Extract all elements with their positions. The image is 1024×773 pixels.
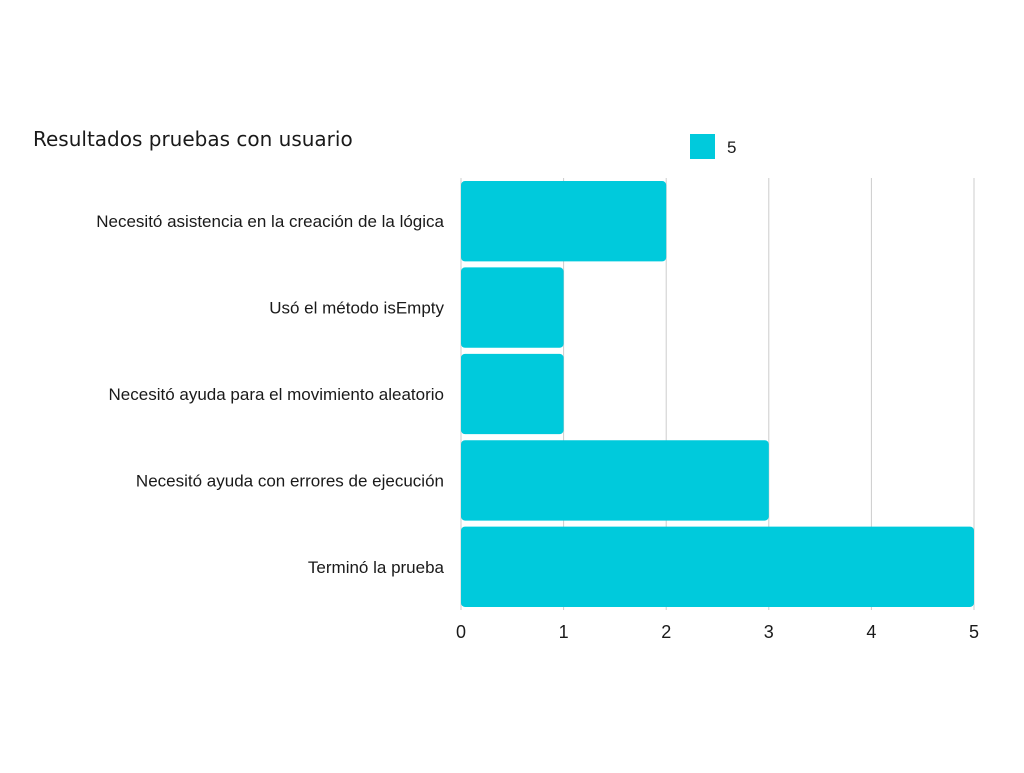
bar — [461, 440, 769, 521]
bar — [461, 267, 564, 348]
category-label: Terminó la prueba — [308, 558, 445, 577]
legend-swatch — [690, 134, 715, 159]
legend: 5 — [690, 134, 736, 159]
x-tick-label: 5 — [969, 622, 979, 642]
category-labels: Necesitó asistencia en la creación de la… — [96, 212, 444, 577]
bar — [461, 181, 667, 262]
x-tick-label: 1 — [559, 622, 569, 642]
x-tick-label: 4 — [866, 622, 876, 642]
x-tick-label: 3 — [764, 622, 774, 642]
legend-label: 5 — [727, 138, 736, 157]
category-label: Necesitó ayuda con errores de ejecución — [136, 471, 444, 490]
bars — [461, 181, 974, 607]
bar — [461, 526, 974, 607]
category-label: Usó el método isEmpty — [269, 299, 444, 318]
x-tick-label: 2 — [661, 622, 671, 642]
x-axis-ticks: 0 1 2 3 4 5 — [456, 622, 979, 642]
bar — [461, 353, 564, 435]
chart-title: Resultados pruebas con usuario — [33, 127, 353, 151]
category-label: Necesitó ayuda para el movimiento aleato… — [109, 385, 444, 404]
x-tick-label: 0 — [456, 622, 466, 642]
category-label: Necesitó asistencia en la creación de la… — [96, 212, 444, 231]
